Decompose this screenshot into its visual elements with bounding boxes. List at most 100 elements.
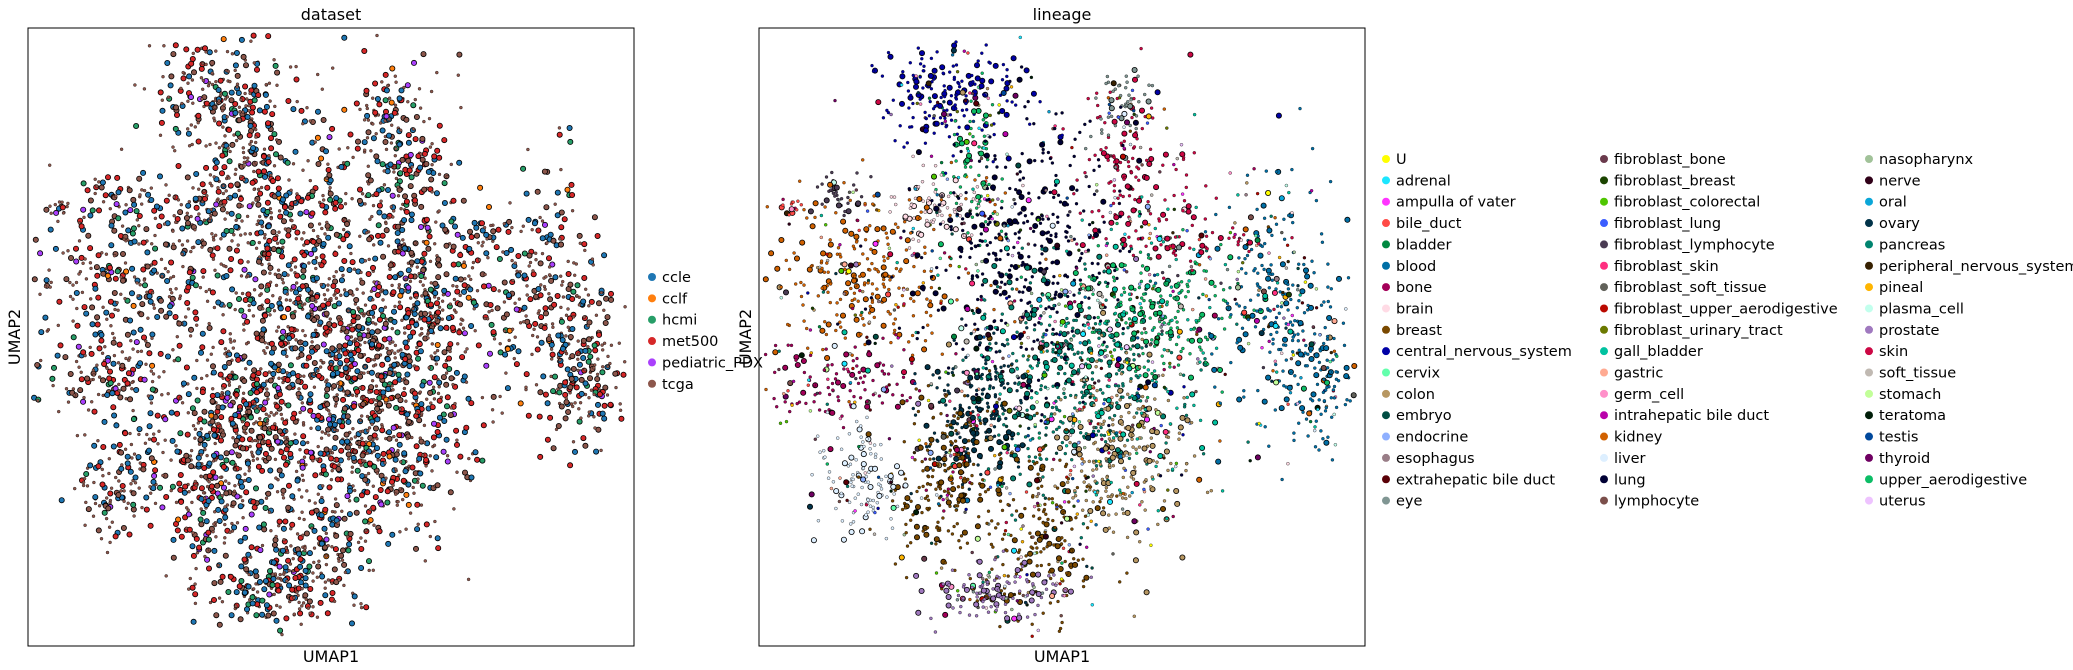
- dataset-point: [442, 362, 449, 369]
- dataset-point: [300, 273, 307, 280]
- dataset-point: [117, 394, 124, 401]
- dataset-point: [80, 290, 85, 295]
- dataset-point: [354, 394, 359, 398]
- dataset-point: [188, 454, 193, 458]
- lineage-point: [963, 162, 967, 166]
- dataset-point: [463, 424, 470, 431]
- dataset-point: [453, 401, 457, 406]
- dataset-point: [305, 358, 310, 362]
- dataset-point: [376, 283, 383, 290]
- dataset-point: [242, 160, 246, 165]
- dataset-point: [335, 393, 339, 397]
- lineage-point: [1051, 189, 1058, 196]
- dataset-point: [240, 420, 245, 424]
- dataset-point: [307, 391, 314, 398]
- dataset-point: [289, 544, 293, 548]
- dataset-point: [269, 216, 273, 221]
- dataset-point: [441, 308, 445, 312]
- dataset-point: [303, 333, 307, 338]
- lineage-point: [1140, 163, 1144, 167]
- dataset-point: [546, 255, 553, 262]
- dataset-point: [332, 199, 339, 206]
- lineage-point: [1127, 103, 1134, 110]
- dataset-point: [135, 218, 139, 222]
- dataset-point: [144, 263, 151, 270]
- dataset-point: [270, 559, 277, 566]
- dataset-point: [205, 194, 209, 198]
- legend-label: ccle: [662, 270, 691, 286]
- dataset-point: [51, 383, 55, 388]
- dataset-point: [301, 421, 306, 425]
- lineage-point: [899, 83, 904, 87]
- dataset-point: [269, 178, 276, 185]
- dataset-point: [239, 233, 243, 237]
- dataset-point: [252, 568, 259, 575]
- dataset-point: [354, 145, 361, 152]
- dataset-point: [334, 270, 338, 274]
- dataset-point: [237, 616, 244, 623]
- dataset-point: [345, 451, 352, 458]
- dataset-point: [209, 398, 216, 405]
- dataset-point: [333, 291, 338, 295]
- lineage-point: [1083, 171, 1087, 175]
- dataset-point: [286, 582, 293, 589]
- dataset-point: [480, 244, 484, 248]
- dataset-point: [260, 521, 267, 528]
- dataset-point: [285, 354, 289, 359]
- dataset-point: [219, 237, 223, 241]
- lineage-point: [820, 182, 824, 186]
- lineage-point: [984, 43, 988, 47]
- dataset-point: [209, 207, 214, 212]
- dataset-point: [547, 333, 552, 338]
- lineage-point: [949, 94, 954, 98]
- dataset-point: [297, 607, 302, 611]
- dataset-point: [271, 364, 278, 371]
- dataset-point: [213, 441, 217, 446]
- lineage-point: [1095, 91, 1099, 95]
- dataset-point: [511, 278, 515, 283]
- dataset-point: [393, 304, 397, 309]
- dataset-point: [293, 76, 300, 83]
- dataset-point: [367, 390, 371, 394]
- dataset-point: [92, 285, 99, 292]
- dataset-point: [153, 203, 160, 210]
- dataset-point: [237, 538, 244, 545]
- dataset-point: [164, 60, 171, 67]
- dataset-point: [326, 162, 330, 166]
- dataset-point: [75, 343, 82, 350]
- dataset-point: [298, 345, 305, 352]
- dataset-point: [311, 246, 318, 253]
- lineage-point: [941, 111, 948, 118]
- dataset-point: [397, 170, 404, 177]
- dataset-point: [380, 253, 387, 260]
- dataset-point: [339, 317, 343, 321]
- dataset-point: [347, 351, 354, 358]
- dataset-point: [322, 471, 329, 478]
- lineage-point: [1000, 90, 1007, 97]
- dataset-point: [504, 371, 508, 375]
- dataset-point: [419, 382, 426, 389]
- dataset-point: [353, 496, 360, 503]
- dataset-point: [397, 270, 404, 277]
- dataset-point: [34, 361, 41, 368]
- dataset-point: [561, 216, 568, 223]
- dataset-point: [180, 101, 184, 106]
- dataset-point: [241, 556, 248, 563]
- dataset-point: [272, 151, 279, 158]
- dataset-point: [394, 329, 401, 336]
- dataset-point: [286, 335, 293, 342]
- dataset-point: [415, 355, 422, 362]
- dataset-point: [275, 384, 282, 391]
- dataset-point: [180, 243, 185, 247]
- dataset-point: [221, 164, 228, 171]
- dataset-point: [491, 420, 495, 424]
- dataset-point: [131, 347, 135, 351]
- dataset-point: [117, 389, 121, 393]
- dataset-point: [220, 463, 227, 470]
- dataset-point: [215, 87, 222, 94]
- dataset-point: [386, 429, 393, 436]
- dataset-point: [559, 336, 566, 343]
- dataset-point: [375, 471, 380, 475]
- dataset-point: [429, 401, 433, 405]
- dataset-point: [568, 375, 575, 382]
